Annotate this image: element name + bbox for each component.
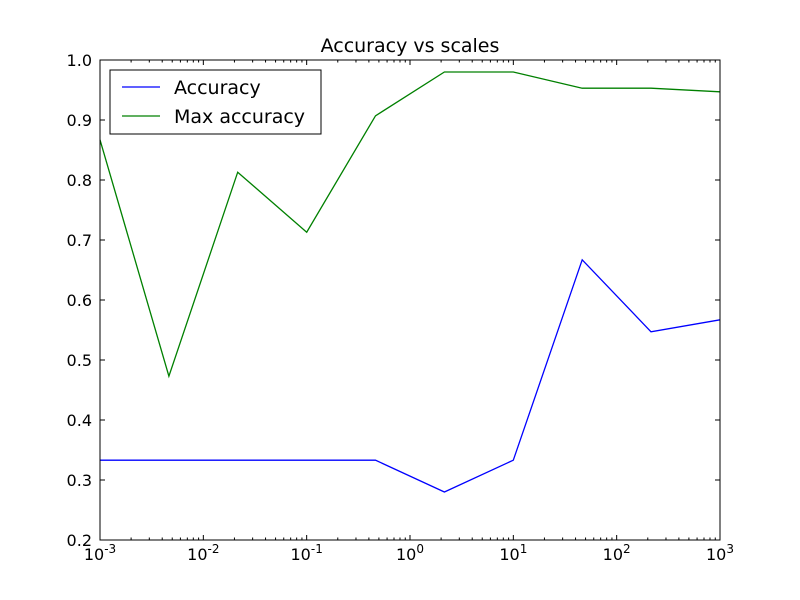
legend-label: Max accuracy xyxy=(174,106,305,128)
y-tick-label: 0.2 xyxy=(67,531,92,550)
y-tick-label: 0.7 xyxy=(67,231,92,250)
tick-layer: 10-3 10-2 10-1 100 101 102 103 0.2 0.3 0.4 0.5 0.6 0… xyxy=(67,51,734,564)
x-tick-label: 10-3 xyxy=(84,542,116,564)
x-tick-label: 102 xyxy=(603,542,631,564)
x-tick-label: 103 xyxy=(706,542,734,564)
y-tick-label: 0.8 xyxy=(67,171,92,190)
x-tick-label: 10-1 xyxy=(291,542,323,564)
y-tick-label: 1.0 xyxy=(67,51,92,70)
plot-frame xyxy=(99,59,721,541)
series-line-0 xyxy=(100,258,721,493)
chart-title: Accuracy vs scales xyxy=(321,35,500,57)
y-tick-label: 0.4 xyxy=(67,411,92,430)
legend-box xyxy=(109,69,322,135)
y-tick-label: 0.9 xyxy=(67,111,92,130)
legend: Accuracy Max accuracy xyxy=(109,69,322,135)
y-tick-label: 0.6 xyxy=(67,291,92,310)
series-layer xyxy=(99,71,721,493)
legend-label: Accuracy xyxy=(174,77,261,99)
x-tick-label: 10-2 xyxy=(187,542,219,564)
y-tick-label: 0.3 xyxy=(67,471,92,490)
x-tick-label: 100 xyxy=(396,542,424,564)
series-line-1 xyxy=(99,71,721,379)
x-tick-label: 101 xyxy=(499,542,527,564)
y-tick-label: 0.5 xyxy=(67,351,92,370)
